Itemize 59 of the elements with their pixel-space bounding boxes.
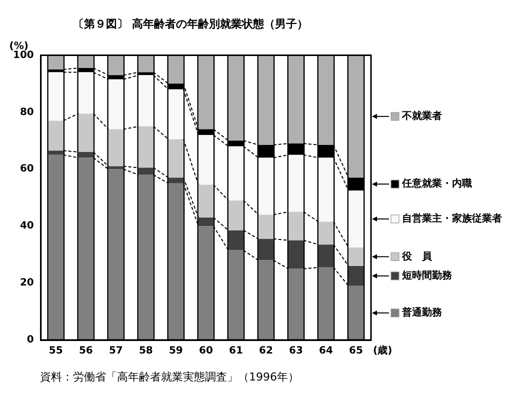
bar: [258, 260, 274, 340]
bar: [348, 286, 364, 340]
x-tick-label: 58: [138, 346, 153, 357]
bar: [78, 158, 94, 340]
legend-label: 普通勤務: [401, 306, 443, 319]
bar: [48, 55, 64, 70]
bar: [228, 250, 244, 340]
bar: [288, 268, 304, 340]
y-tick-label: 20: [20, 278, 34, 289]
bar: [48, 154, 64, 340]
bar: [138, 174, 154, 340]
x-tick-label: 57: [108, 346, 123, 357]
x-tick-label: 63: [289, 346, 303, 357]
bar: [318, 244, 334, 268]
bar: [138, 55, 154, 72]
x-tick-label: 56: [78, 346, 93, 357]
y-tick-label: 40: [20, 220, 34, 232]
bar: [198, 226, 214, 340]
legend-label: 不就業者: [401, 110, 442, 122]
bar: [198, 218, 214, 226]
y-tick-label: 0: [26, 334, 34, 346]
bar: [168, 178, 184, 184]
y-axis-title: (%): [9, 40, 28, 52]
x-tick-label: 62: [259, 346, 273, 357]
bar: [108, 55, 124, 76]
bar: [108, 169, 124, 340]
bar: [168, 55, 184, 84]
bar: [258, 55, 274, 145]
y-tick-label: 100: [13, 50, 34, 61]
legend-label: 自営業主・家族従業者: [402, 212, 502, 225]
y-tick-label: 60: [20, 164, 34, 175]
bar: [318, 55, 334, 145]
chart-title: 〔第９図〕 高年齢者の年齢別就業状態（男子）: [73, 17, 308, 30]
x-tick-label: 64: [319, 346, 333, 357]
bar: [228, 55, 244, 141]
legend-label: 短時間勤務: [401, 270, 453, 282]
x-tick-label: 65: [349, 346, 363, 357]
x-tick-label: 60: [198, 346, 213, 357]
x-axis-title: (歳): [373, 344, 392, 357]
bar: [78, 152, 94, 158]
bar: [228, 230, 244, 250]
bar: [288, 240, 304, 269]
y-tick-label: 80: [20, 106, 34, 118]
bar: [288, 55, 304, 144]
text: 資料：労働省「高年齢者就業実態調査」（1996年）: [40, 370, 299, 384]
bar: [198, 55, 214, 130]
bar: [348, 266, 364, 286]
bar: [318, 267, 334, 340]
bar: [78, 55, 94, 68]
x-tick-label: 55: [48, 346, 63, 357]
legend-label: 任意就業・内職: [401, 178, 472, 190]
bar: [168, 183, 184, 340]
x-tick-label: 61: [228, 346, 243, 357]
bar: [48, 150, 64, 155]
bar: [348, 55, 364, 178]
x-tick-label: 59: [168, 346, 183, 357]
bar: [138, 168, 154, 175]
bar: [258, 238, 274, 260]
legend-label: 役 員: [401, 250, 433, 262]
